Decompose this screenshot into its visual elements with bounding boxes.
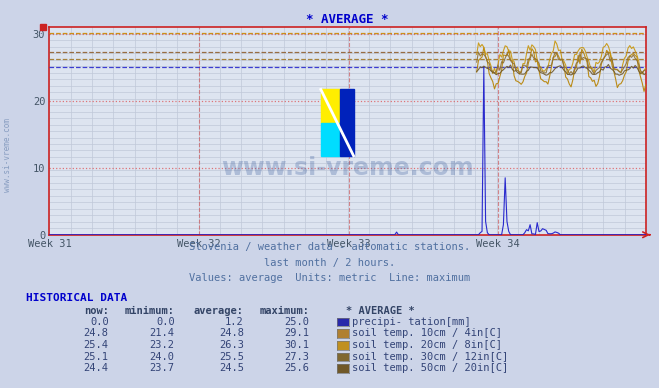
Bar bbox=[340, 89, 354, 156]
Text: 30.1: 30.1 bbox=[285, 340, 310, 350]
Bar bbox=[321, 89, 340, 123]
Text: 29.1: 29.1 bbox=[285, 328, 310, 338]
Text: 25.4: 25.4 bbox=[84, 340, 109, 350]
Bar bbox=[321, 123, 340, 156]
Text: 0.0: 0.0 bbox=[90, 317, 109, 327]
Text: 26.3: 26.3 bbox=[219, 340, 244, 350]
Text: Slovenia / weather data - automatic stations.: Slovenia / weather data - automatic stat… bbox=[189, 242, 470, 252]
Text: www.si-vreme.com: www.si-vreme.com bbox=[221, 156, 474, 180]
Text: soil temp. 50cm / 20in[C]: soil temp. 50cm / 20in[C] bbox=[352, 363, 508, 373]
Text: www.si-vreme.com: www.si-vreme.com bbox=[3, 118, 13, 192]
Text: HISTORICAL DATA: HISTORICAL DATA bbox=[26, 293, 128, 303]
Text: minimum:: minimum: bbox=[125, 306, 175, 316]
Text: 24.0: 24.0 bbox=[150, 352, 175, 362]
Title: * AVERAGE *: * AVERAGE * bbox=[306, 13, 389, 26]
Text: maximum:: maximum: bbox=[260, 306, 310, 316]
Text: 21.4: 21.4 bbox=[150, 328, 175, 338]
Text: 24.5: 24.5 bbox=[219, 363, 244, 373]
Text: 24.4: 24.4 bbox=[84, 363, 109, 373]
Text: 27.3: 27.3 bbox=[285, 352, 310, 362]
Text: soil temp. 20cm / 8in[C]: soil temp. 20cm / 8in[C] bbox=[352, 340, 502, 350]
Text: 25.5: 25.5 bbox=[219, 352, 244, 362]
Text: 0.0: 0.0 bbox=[156, 317, 175, 327]
Text: 24.8: 24.8 bbox=[219, 328, 244, 338]
Text: now:: now: bbox=[84, 306, 109, 316]
Text: 24.8: 24.8 bbox=[84, 328, 109, 338]
Text: soil temp. 30cm / 12in[C]: soil temp. 30cm / 12in[C] bbox=[352, 352, 508, 362]
Text: Values: average  Units: metric  Line: maximum: Values: average Units: metric Line: maxi… bbox=[189, 273, 470, 283]
Text: soil temp. 10cm / 4in[C]: soil temp. 10cm / 4in[C] bbox=[352, 328, 502, 338]
Text: 23.7: 23.7 bbox=[150, 363, 175, 373]
Text: * AVERAGE *: * AVERAGE * bbox=[346, 306, 415, 316]
Text: 25.6: 25.6 bbox=[285, 363, 310, 373]
Text: 25.1: 25.1 bbox=[84, 352, 109, 362]
Text: 23.2: 23.2 bbox=[150, 340, 175, 350]
Text: precipi- tation[mm]: precipi- tation[mm] bbox=[352, 317, 471, 327]
Text: 1.2: 1.2 bbox=[225, 317, 244, 327]
Text: average:: average: bbox=[194, 306, 244, 316]
Text: last month / 2 hours.: last month / 2 hours. bbox=[264, 258, 395, 268]
Text: 25.0: 25.0 bbox=[285, 317, 310, 327]
